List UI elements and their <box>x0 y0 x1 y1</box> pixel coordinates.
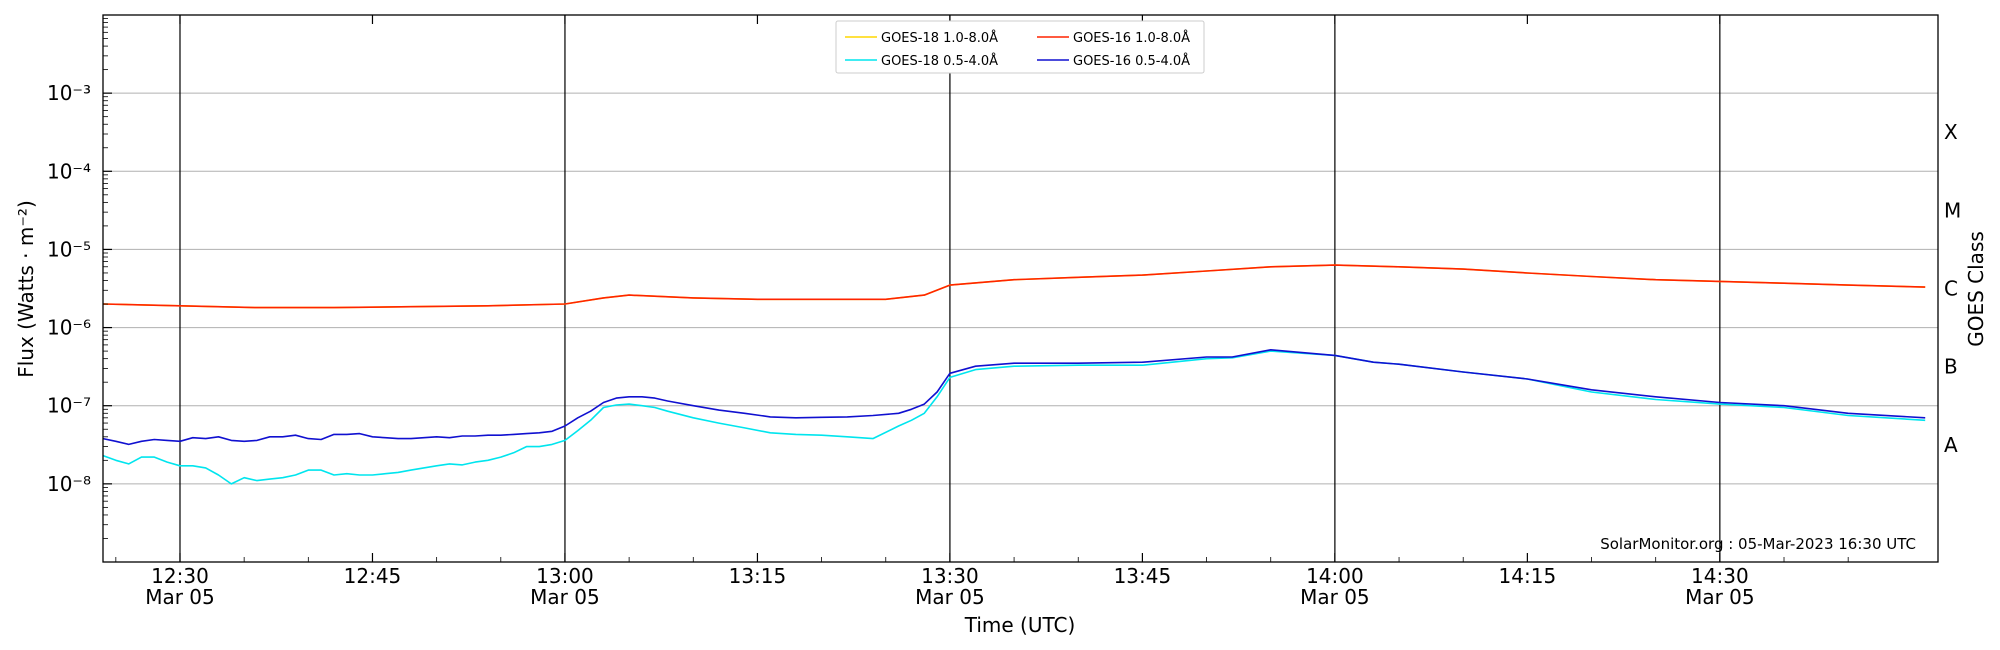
x-tick-date-label: Mar 05 <box>1300 585 1370 609</box>
goes-class-label: M <box>1944 198 1961 222</box>
legend-label: GOES-18 1.0-8.0Å <box>881 30 998 46</box>
series-line-3 <box>102 264 1926 309</box>
right-axis-title: GOES Class <box>1964 231 1988 347</box>
legend: GOES-18 1.0-8.0Å GOES-18 0.5-4.0Å GOES-16 … <box>835 20 1205 74</box>
x-tick-label: 13:00 <box>536 564 594 588</box>
goes-class-label: A <box>1944 433 1958 457</box>
y-tick-label: 10⁻³ <box>47 81 91 105</box>
y-tick-label: 10⁻⁴ <box>47 159 91 183</box>
series-layer <box>102 264 1926 485</box>
x-tick-date-label: Mar 05 <box>915 585 985 609</box>
y-tick-label: 10⁻⁸ <box>47 472 91 496</box>
grid-layer <box>103 92 1938 485</box>
legend-box <box>835 20 1205 74</box>
x-tick-date-label: Mar 05 <box>530 585 600 609</box>
x-tick-label: 12:45 <box>344 564 402 588</box>
x-tick-label: 13:45 <box>1114 564 1172 588</box>
legend-items: GOES-18 1.0-8.0Å GOES-18 0.5-4.0Å GOES-16 … <box>845 30 1190 69</box>
series-line-2 <box>102 350 1926 485</box>
goes-class-label: X <box>1944 120 1958 144</box>
x-tick-label: 14:15 <box>1499 564 1557 588</box>
x-tick-label: 14:00 <box>1306 564 1364 588</box>
x-tick-label: 13:30 <box>921 564 979 588</box>
legend-label: GOES-18 0.5-4.0Å <box>881 53 998 69</box>
goes-class-label: B <box>1944 355 1958 379</box>
y-axis-title-text: Flux (Watts · m⁻²) <box>14 200 38 378</box>
y-tick-label: 10⁻⁷ <box>47 394 91 418</box>
legend-label: GOES-16 1.0-8.0Å <box>1073 30 1190 46</box>
x-tick-label: 14:30 <box>1691 564 1749 588</box>
plot-frame <box>102 14 1939 563</box>
y-tick-label: 10⁻⁶ <box>47 316 91 340</box>
goes-class-label: C <box>1944 277 1958 301</box>
y-axis-title: Flux (Watts · m⁻²) <box>14 200 38 378</box>
x-tick-label: 13:15 <box>729 564 787 588</box>
x-tick-label: 12:30 <box>151 564 209 588</box>
x-axis-title: Time (UTC) <box>964 613 1076 637</box>
credit-label: SolarMonitor.org : 05-Mar-2023 16:30 UTC <box>1600 535 1916 553</box>
legend-label: GOES-16 0.5-4.0Å <box>1073 53 1190 69</box>
x-tick-date-label: Mar 05 <box>145 585 215 609</box>
x-tick-date-label: Mar 05 <box>1685 585 1755 609</box>
tick-layer <box>103 15 1849 562</box>
series-line-4 <box>102 348 1926 446</box>
y-tick-label: 10⁻⁵ <box>47 237 91 261</box>
vertical-line-layer <box>179 15 1721 562</box>
